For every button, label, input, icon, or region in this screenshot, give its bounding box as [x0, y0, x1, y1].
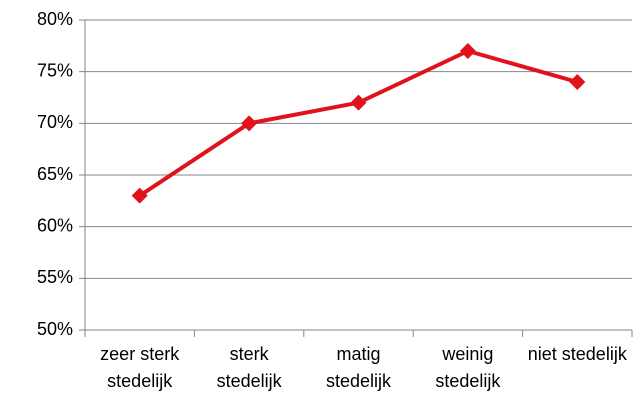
marker	[569, 74, 586, 90]
x-tick-label: weinig stedelijk	[435, 344, 501, 391]
marker	[459, 43, 476, 59]
y-tick-label: 60%	[37, 215, 73, 235]
y-tick-label: 70%	[37, 112, 73, 132]
y-tick-label: 55%	[37, 267, 73, 287]
x-tick-label: zeer sterk stedelijk	[100, 344, 180, 391]
x-tick-label: niet stedelijk	[527, 344, 627, 364]
marker	[350, 94, 367, 111]
y-tick-label: 50%	[37, 319, 73, 339]
marker	[131, 187, 148, 204]
y-tick-label: 65%	[37, 164, 73, 184]
x-tick-label: matig stedelijk	[325, 344, 392, 391]
marker	[241, 115, 258, 132]
x-tick-label: sterk stedelijk	[216, 344, 282, 391]
y-tick-label: 75%	[37, 60, 73, 80]
y-tick-label: 80%	[37, 9, 73, 29]
